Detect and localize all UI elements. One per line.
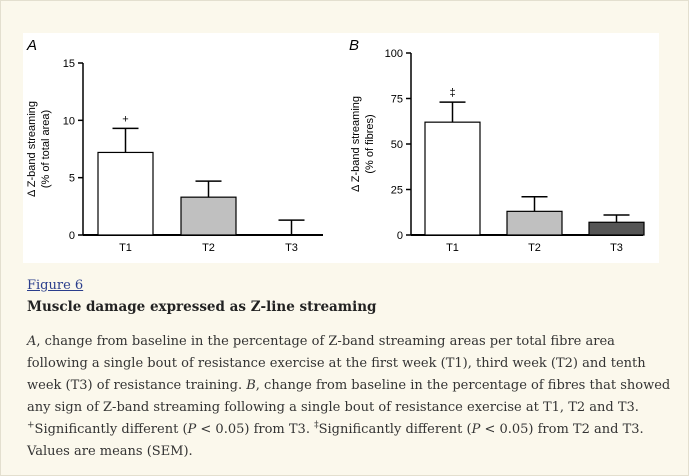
caption-letter-a: A [27,334,37,349]
y-tick-label: 50 [391,139,403,151]
panel-label: B [349,37,359,54]
y-tick-label: 0 [69,230,75,242]
figure-title: Muscle damage expressed as Z-line stream… [27,299,377,315]
caption-p2: P [471,422,481,437]
bar [588,221,645,236]
caption-part1: , change from baseline in the percentage… [27,334,646,393]
caption-part3: Significantly different ( [34,422,188,437]
bar-charts: AΔ Z-band streaming (% of total area)0510… [26,37,645,254]
significance-marker: ‡ [449,87,455,99]
significance-marker: + [122,113,128,125]
x-tick-label: T1 [119,242,132,254]
caption-letter-b: B [246,378,256,393]
y-tick-label: 75 [391,94,403,106]
caption-dagger: + [27,420,35,431]
y-tick-label: 5 [69,173,75,185]
caption-part6: < 0.05) from T2 and T3. Values are means… [27,422,644,459]
x-tick-label: T2 [528,242,541,254]
figure-caption: A, change from baseline in the percentag… [27,331,672,463]
bar [97,151,154,236]
y-tick-label: 100 [385,48,403,60]
y-axis-label-unit: (% of fibres) [364,114,376,173]
bar [180,196,237,236]
bar [424,121,481,236]
y-tick-label: 0 [397,230,403,242]
y-tick-label: 10 [63,115,75,127]
bar [506,210,563,236]
y-tick-label: 25 [391,185,403,197]
y-axis-label: Δ Z-band streaming [350,96,362,192]
caption-p1: P [187,422,197,437]
panel-label: A [26,37,37,54]
y-axis-label-unit: (% of total area) [40,110,52,188]
x-tick-label: T1 [446,242,459,254]
y-axis-label: Δ Z-band streaming [26,101,38,197]
caption-part2: , change from baseline in the percentage… [27,378,671,415]
x-tick-label: T3 [610,242,623,254]
chart-panel-a: A Δ Z-band streaming (% of total area) 0 5 10… [26,37,323,254]
figure-link[interactable]: Figure 6 [27,278,84,293]
caption-part5: Significantly different ( [318,422,472,437]
x-tick-label: T2 [202,242,215,254]
caption-ddagger: ‡ [314,420,319,431]
chart-panel-b: B Δ Z-band streaming (% of fibres) 0 25 50 75 1… [349,37,645,254]
x-tick-label: T3 [285,242,298,254]
caption-part4: < 0.05) from T3. [196,422,315,437]
y-tick-label: 15 [63,58,75,70]
